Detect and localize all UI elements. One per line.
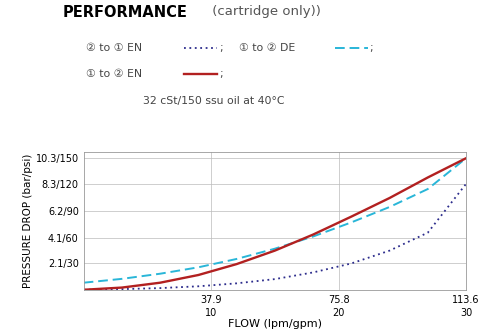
Y-axis label: PRESSURE DROP (bar/psi): PRESSURE DROP (bar/psi) — [23, 154, 33, 288]
Text: PERFORMANCE: PERFORMANCE — [62, 5, 187, 20]
X-axis label: FLOW (lpm/gpm): FLOW (lpm/gpm) — [228, 319, 322, 329]
Text: (cartridge only)): (cartridge only)) — [208, 5, 321, 18]
Text: ② to ① EN: ② to ① EN — [86, 43, 142, 53]
Text: ① to ② EN: ① to ② EN — [86, 69, 142, 79]
Text: ;: ; — [219, 69, 223, 79]
Text: ;: ; — [219, 43, 223, 53]
Text: 32 cSt/150 ssu oil at 40°C: 32 cSt/150 ssu oil at 40°C — [143, 96, 285, 106]
Text: ;: ; — [369, 43, 373, 53]
Text: ① to ② DE: ① to ② DE — [239, 43, 295, 53]
